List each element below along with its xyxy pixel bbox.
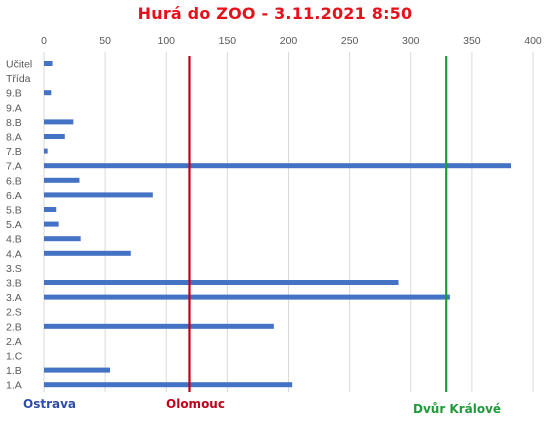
bar-4.A	[44, 250, 131, 256]
category-label: 6.A	[6, 190, 22, 202]
category-label: 3.S	[6, 263, 22, 275]
reference-lines	[188, 56, 448, 392]
marker-label-ostrava: Ostrava	[23, 397, 77, 411]
category-label: 1.C	[6, 351, 23, 363]
bar-8.A	[44, 134, 65, 139]
bar-4.B	[44, 236, 81, 242]
gridlines	[43, 52, 534, 392]
category-label: 9.B	[6, 88, 22, 100]
x-axis-ticks: 0 50 100 150 200 250 300 350 400	[41, 35, 542, 47]
category-label: 2.A	[6, 336, 22, 348]
bar-3.B	[44, 280, 399, 285]
category-label: 8.B	[6, 117, 22, 129]
bar-5.B	[44, 207, 57, 212]
bar-3.A	[44, 294, 450, 300]
tick-label-400: 400	[524, 35, 542, 47]
tick-label-100: 100	[157, 35, 175, 47]
category-label: Učitel	[6, 59, 32, 71]
category-label: 7.A	[6, 161, 22, 173]
category-label: 3.A	[6, 292, 22, 304]
marker-label-dvur-kralove: Dvůr Králové	[413, 402, 502, 416]
category-label: 8.A	[6, 132, 22, 144]
bar-7.A	[44, 163, 511, 169]
bar-6.B	[44, 177, 80, 183]
category-label: Třída	[6, 73, 31, 85]
tick-label-0: 0	[41, 35, 47, 47]
tick-label-150: 150	[219, 35, 237, 47]
category-label: 4.B	[6, 234, 22, 246]
tick-label-50: 50	[99, 35, 111, 47]
tick-label-300: 300	[402, 35, 420, 47]
category-label: 5.A	[6, 219, 22, 231]
tick-label-350: 350	[463, 35, 481, 47]
tick-label-200: 200	[280, 35, 298, 47]
bar-6.A	[44, 192, 153, 198]
chart-title: Hurá do ZOO - 3.11.2021 8:50	[137, 4, 413, 23]
category-label: 1.B	[6, 365, 22, 377]
bar-8.B	[44, 119, 74, 125]
category-label: 2.B	[6, 321, 22, 333]
category-label: 5.B	[6, 205, 22, 217]
bar-7.B	[44, 148, 48, 154]
bar-2.B	[44, 323, 274, 329]
bar-Učitel	[44, 61, 53, 66]
category-label: 6.B	[6, 175, 22, 187]
bars	[44, 61, 511, 388]
tick-label-250: 250	[341, 35, 359, 47]
bar-5.A	[44, 221, 59, 227]
category-label: 9.A	[6, 102, 22, 114]
category-label: 2.S	[6, 307, 22, 319]
bar-1.A	[44, 382, 293, 388]
category-label: 4.A	[6, 248, 22, 260]
bar-1.B	[44, 367, 111, 373]
marker-label-olomouc: Olomouc	[166, 397, 225, 411]
y-axis-categories: Učitel Třída 9.B 9.A 8.B 8.A 7.B 7.A 6.B 6.A 5.B 5.…	[6, 59, 32, 392]
bar-9.B	[44, 90, 52, 96]
category-label: 7.B	[6, 146, 22, 158]
category-label: 1.A	[6, 380, 22, 392]
category-label: 3.B	[6, 278, 22, 290]
